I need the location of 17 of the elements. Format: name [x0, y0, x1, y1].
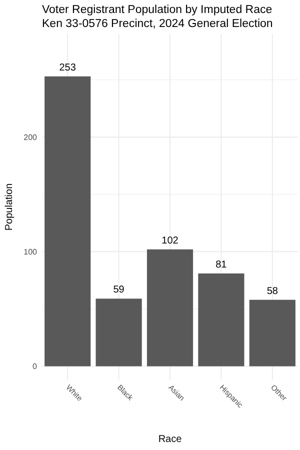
data-label: 81: [216, 259, 228, 270]
chart-subtitle: Ken 33-0576 Precinct, 2024 General Election: [42, 18, 273, 30]
bar: [146, 249, 194, 366]
y-tick-label: 200: [24, 132, 38, 142]
bar: [96, 298, 142, 366]
data-label: 253: [59, 62, 76, 74]
chart-title: Voter Registrant Population by Imputed Race: [42, 4, 272, 16]
bar: [44, 76, 91, 366]
data-label: 58: [266, 286, 278, 297]
y-tick-label: 100: [24, 247, 38, 256]
y-tick-label: 0: [32, 362, 38, 372]
bar: [249, 300, 296, 366]
y-axis-title: Population: [4, 183, 15, 231]
data-label: 59: [113, 284, 125, 296]
data-label: 102: [162, 235, 179, 246]
bar: [198, 273, 244, 366]
x-axis-title: Race: [158, 434, 182, 445]
